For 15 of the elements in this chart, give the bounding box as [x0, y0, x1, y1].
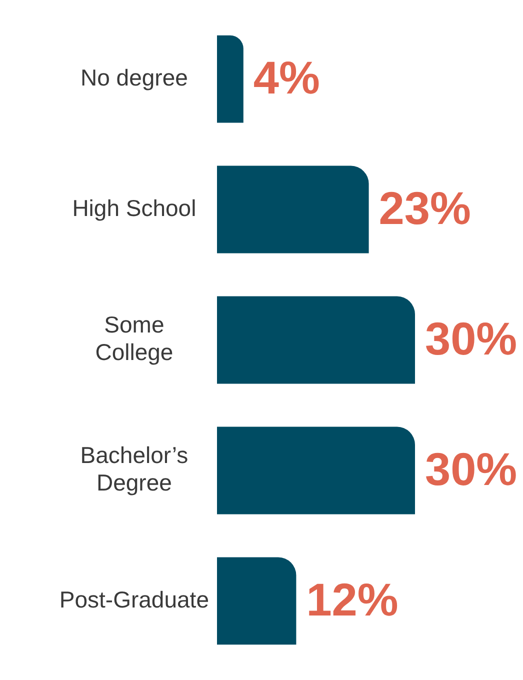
data-label: 30% [425, 443, 518, 496]
data-label: 12% [306, 574, 398, 626]
bar [217, 296, 415, 384]
data-label: 30% [425, 312, 518, 365]
bar [217, 426, 415, 514]
data-label: 4% [253, 52, 320, 104]
bar [217, 166, 369, 254]
y-tick-label: Bachelor’s Degree [80, 442, 188, 496]
bar [217, 35, 244, 123]
y-tick-label: High School [72, 194, 196, 221]
bar [217, 557, 296, 645]
y-tick-label: Post-Graduate [59, 586, 210, 612]
data-label: 23% [378, 182, 471, 234]
y-tick-label: Some College [95, 312, 174, 366]
y-tick-label: No degree [80, 64, 188, 90]
